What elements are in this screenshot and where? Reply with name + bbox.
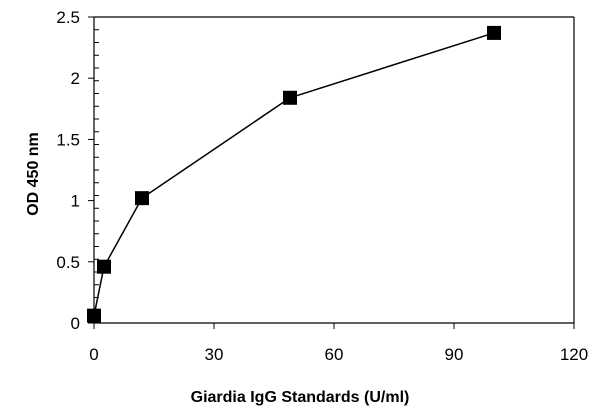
- x-tick-label: 0: [89, 345, 98, 364]
- y-tick-label: 2.5: [56, 8, 80, 27]
- y-ticks: [88, 16, 94, 324]
- data-point-marker: [283, 90, 297, 105]
- y-tick-labels: 0 0.5 1 1.5 2 2.5: [56, 8, 80, 333]
- x-tick-label: 120: [560, 345, 588, 364]
- y-tick-label: 2: [71, 69, 80, 88]
- series-line: [93, 32, 495, 316]
- data-point-marker: [87, 308, 101, 323]
- y-tick-label: 0: [71, 314, 80, 333]
- x-tick-label: 60: [325, 345, 344, 364]
- data-point-marker: [135, 191, 149, 206]
- data-point-marker: [97, 259, 111, 274]
- y-tick-label: 1.5: [56, 130, 80, 149]
- minor-ticks: [94, 16, 99, 324]
- x-tick-label: 30: [205, 345, 224, 364]
- data-point-marker: [487, 25, 501, 40]
- plot-frame: [93, 16, 575, 324]
- x-axis-title: Giardia IgG Standards (U/ml): [191, 389, 410, 406]
- y-tick-label: 1: [71, 192, 80, 211]
- series-layer: [87, 25, 501, 323]
- x-tick-labels: 0 30 60 90 120: [89, 345, 588, 364]
- y-axis-title: OD 450 nm: [25, 132, 42, 216]
- y-tick-label: 0.5: [56, 253, 80, 272]
- x-tick-label: 90: [445, 345, 464, 364]
- x-ticks: [93, 323, 575, 329]
